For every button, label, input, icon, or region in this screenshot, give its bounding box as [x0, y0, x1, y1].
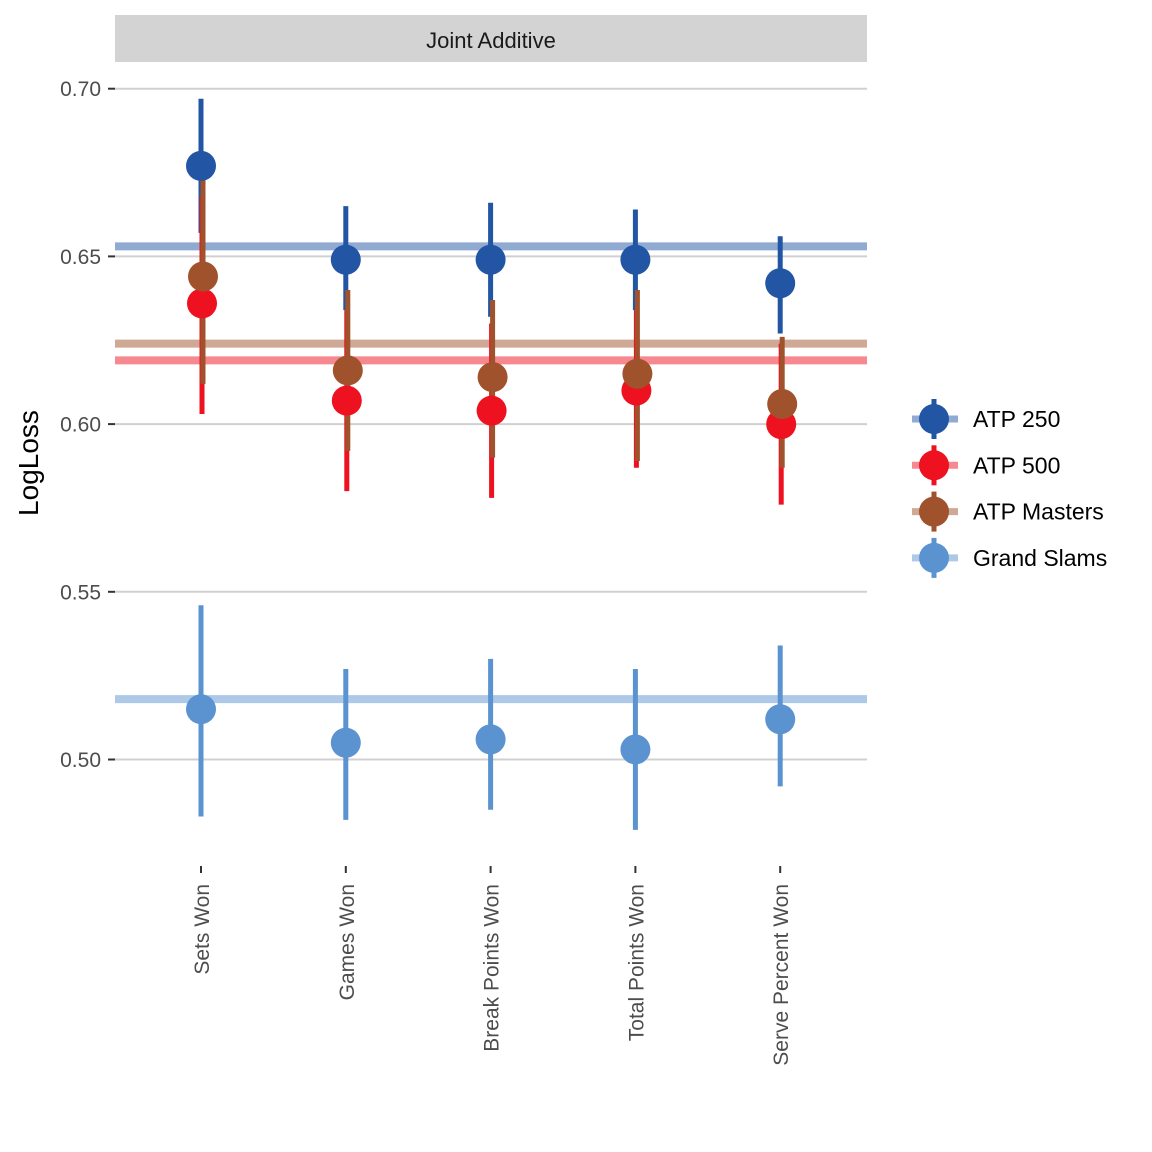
- point-atp-500: [476, 395, 507, 426]
- legend-item-atp-500: ATP 500: [912, 445, 1060, 486]
- legend-label: Grand Slams: [973, 545, 1107, 571]
- y-tick-label: 0.60: [60, 414, 101, 437]
- point-grand-slams: [765, 704, 796, 735]
- point-atp-500: [331, 385, 362, 416]
- y-tick-label: 0.55: [60, 581, 101, 604]
- x-tick-label: Total Points Won: [625, 884, 648, 1041]
- legend: ATP 250 ATP 500 ATP Masters Grand Slams: [912, 399, 1107, 578]
- point-atp-250: [765, 268, 796, 299]
- point-grand-slams: [475, 724, 506, 755]
- point-atp-masters: [767, 388, 798, 419]
- legend-point: [919, 542, 949, 573]
- point-grand-slams: [330, 727, 361, 758]
- facet-strip: Joint Additive: [115, 15, 867, 62]
- legend-label: ATP Masters: [973, 499, 1104, 525]
- x-tick-label: Sets Won: [191, 884, 214, 975]
- y-axis: 0.50 0.55 0.60 0.65 0.70: [60, 78, 115, 772]
- facet-strip-background: [115, 15, 867, 62]
- legend-point: [919, 450, 949, 481]
- x-tick-label: Break Points Won: [481, 884, 504, 1052]
- point-atp-masters: [622, 358, 653, 389]
- point-atp-masters: [477, 362, 508, 393]
- x-axis: Sets Won Games Won Break Points Won Total P…: [191, 866, 793, 1066]
- facet-strip-title: Joint Additive: [426, 28, 556, 53]
- error-bars: [198, 98, 785, 830]
- legend-label: ATP 500: [973, 452, 1060, 478]
- point-atp-500: [187, 288, 217, 319]
- legend-label: ATP 250: [973, 406, 1060, 432]
- y-tick-label: 0.50: [60, 749, 101, 772]
- legend-item-atp-masters: ATP Masters: [912, 491, 1104, 532]
- x-tick-label: Games Won: [336, 884, 359, 1000]
- legend-item-grand-slams: Grand Slams: [912, 537, 1107, 578]
- y-tick-label: 0.70: [60, 78, 101, 101]
- y-tick-label: 0.65: [60, 246, 101, 269]
- point-atp-masters: [188, 261, 218, 292]
- point-atp-250: [330, 244, 361, 275]
- point-atp-250: [620, 244, 651, 275]
- x-tick-label: Serve Percent Won: [770, 884, 793, 1066]
- point-atp-250: [475, 244, 506, 275]
- point-grand-slams: [620, 734, 651, 765]
- point-atp-masters: [332, 355, 363, 386]
- legend-item-atp-250: ATP 250: [912, 399, 1060, 439]
- points: [186, 150, 798, 765]
- y-axis-title: LogLoss: [13, 410, 44, 516]
- legend-point: [919, 404, 949, 434]
- point-atp-250: [186, 150, 216, 181]
- legend-point: [919, 496, 949, 527]
- point-grand-slams: [186, 694, 216, 725]
